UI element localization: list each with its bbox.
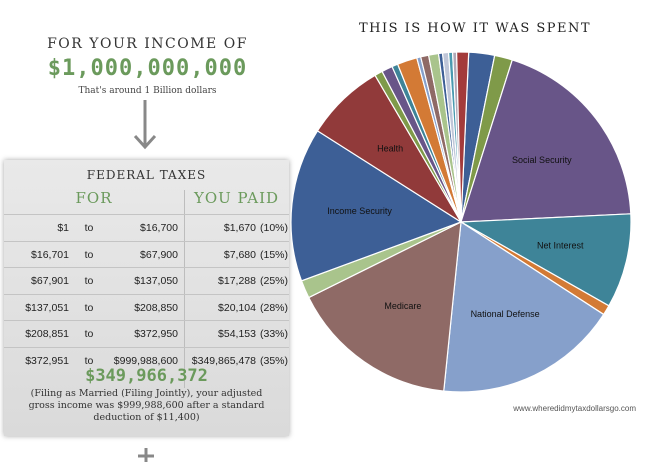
bracket-from: $137,051 (25, 301, 69, 314)
bracket-to: $16,700 (140, 222, 178, 234)
income-title: FOR YOUR INCOME OF (47, 36, 248, 52)
bracket-paid: $349,865,478 (191, 354, 256, 367)
bracket-paid: $54,153 (218, 328, 256, 340)
bracket-from: $67,901 (31, 275, 69, 287)
bracket-to-word: to (84, 354, 94, 367)
tax-bracket-row: $208,851 to $372,950 $54,153 (33%) (4, 320, 289, 347)
pie-slice (455, 51, 470, 223)
pie-slice-label: Net Interest (537, 241, 584, 251)
bracket-rate: (25%) (260, 275, 289, 287)
income-amount: $1,000,000,000 (47, 56, 248, 81)
bracket-from: $1 (57, 222, 69, 234)
down-arrow-icon (133, 100, 157, 150)
bracket-rate: (35%) (260, 354, 289, 367)
pie-slice (307, 220, 462, 392)
pie-slice (458, 213, 632, 307)
bracket-paid: $1,670 (223, 222, 256, 234)
tax-bracket-row: $137,051 to $208,850 $20,104 (28%) (4, 293, 289, 321)
pie-slice (460, 59, 632, 223)
total-taxes: $349,966,372 (85, 366, 208, 386)
column-header-you-paid: YOU PAID (193, 189, 280, 207)
total-note: (Filing as Married (Filing Jointly), you… (28, 388, 265, 423)
pie-slice-label: Medicare (384, 301, 421, 311)
bracket-to: $137,050 (134, 275, 178, 287)
bracket-to-word: to (84, 301, 94, 314)
bracket-rate: (10%) (260, 222, 289, 234)
pie-slice-label: Health (377, 144, 403, 154)
pie-slice (290, 130, 463, 282)
bracket-to: $372,950 (134, 328, 178, 340)
left-panel: FOR YOUR INCOME OF $1,000,000,000 That's… (0, 0, 295, 462)
bracket-paid: $17,288 (218, 275, 256, 287)
bracket-rate: (33%) (260, 328, 289, 340)
bracket-rate: (28%) (260, 301, 289, 314)
bracket-from: $16,701 (31, 248, 69, 261)
chart-title: THIS IS HOW IT WAS SPENT (358, 21, 592, 36)
tax-bracket-rows: $1 to $16,700 $1,670 (10%) $16,701 to $67,900 $7… (4, 214, 289, 373)
plus-icon (138, 448, 154, 462)
bracket-to-word: to (84, 328, 94, 340)
bracket-rate: (15%) (260, 248, 289, 261)
site-credit: www.wheredidmytaxdollarsgo.com (513, 404, 636, 413)
tax-bracket-row: $67,901 to $137,050 $17,288 (25%) (4, 267, 289, 294)
federal-taxes-box: FEDERAL TAXES FOR YOU PAID $1 to $16,700 $1… (4, 160, 289, 436)
bracket-to-word: to (84, 275, 94, 287)
bracket-from: $372,951 (25, 354, 69, 367)
column-header-for: FOR (75, 189, 113, 207)
pie-slice (443, 220, 605, 393)
tax-bracket-row: $372,951 to $999,988,600 $349,865,478 (35%) (4, 346, 289, 374)
bracket-from: $208,851 (25, 328, 69, 340)
income-note: That's around 1 Billion dollars (78, 86, 217, 96)
column-divider (184, 190, 185, 388)
federal-taxes-title: FEDERAL TAXES (86, 168, 207, 182)
tax-bracket-row: $16,701 to $67,900 $7,680 (15%) (4, 240, 289, 268)
bracket-to: $67,900 (140, 248, 178, 261)
bracket-to: $208,850 (134, 301, 178, 314)
bracket-to: $999,988,600 (113, 354, 178, 367)
bracket-paid: $7,680 (223, 248, 256, 261)
pie-slice-label: Social Security (512, 155, 572, 165)
tax-bracket-row: $1 to $16,700 $1,670 (10%) (4, 214, 289, 241)
bracket-to-word: to (84, 248, 94, 261)
bracket-to-word: to (84, 222, 94, 234)
bracket-paid: $20,104 (218, 301, 256, 314)
pie-slice-label: National Defense (471, 309, 540, 319)
pie-slice-label: Income Security (327, 206, 392, 216)
